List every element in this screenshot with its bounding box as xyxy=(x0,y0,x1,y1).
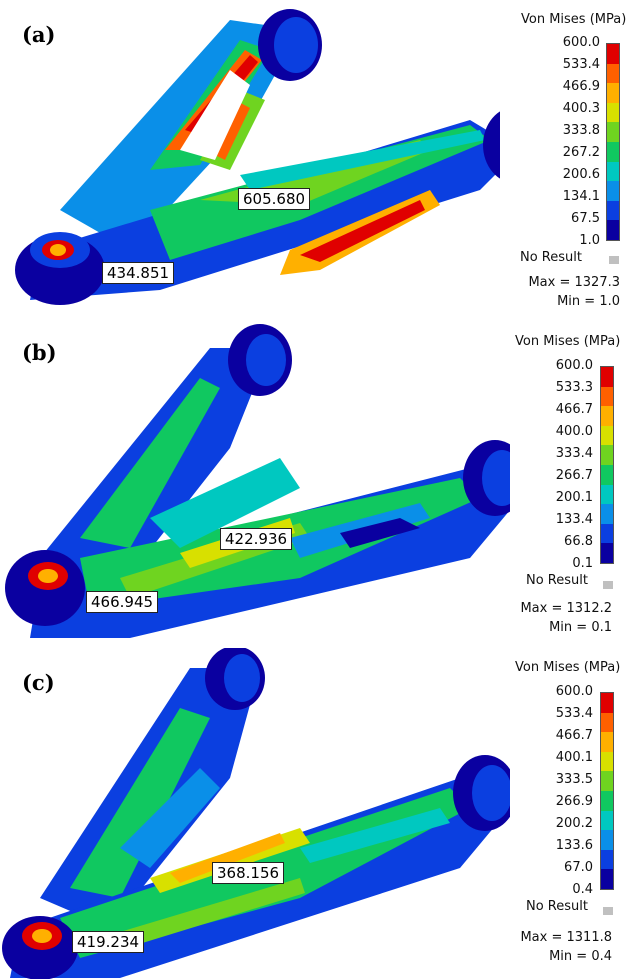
legend-tick: 533.4 xyxy=(555,706,593,721)
panel-a: (a) 605.680 434.851 Von Mises (MPa) 600.… xyxy=(0,0,635,318)
legend-tick: 0.4 xyxy=(572,882,593,897)
legend-tick: 600.0 xyxy=(555,358,593,373)
color-scale-bar xyxy=(600,692,614,890)
color-band xyxy=(601,732,613,752)
min-value: Min = 0.4 xyxy=(549,949,612,964)
no-result-label: No Result xyxy=(526,573,588,588)
color-band xyxy=(607,141,619,162)
legend-tick: 66.8 xyxy=(564,534,593,549)
color-band xyxy=(601,367,613,387)
control-arm-model-b xyxy=(5,324,510,638)
panel-c: (c) 368.156 419.234 Von Mises (MPa) 600.… xyxy=(0,648,635,979)
color-band xyxy=(601,386,613,407)
no-result-swatch xyxy=(603,581,613,589)
no-result-label: No Result xyxy=(526,899,588,914)
min-value: Min = 0.1 xyxy=(549,620,612,635)
color-band xyxy=(607,200,619,221)
legend-tick: 333.4 xyxy=(555,446,593,461)
no-result-swatch xyxy=(609,256,619,264)
stress-callout: 605.680 xyxy=(238,188,311,210)
control-arm-model-c xyxy=(2,648,510,979)
legend-tick: 133.6 xyxy=(555,838,593,853)
color-band xyxy=(601,484,613,505)
color-band xyxy=(601,830,613,850)
color-band xyxy=(607,220,619,240)
legend-tick: 466.7 xyxy=(555,728,593,743)
legend-tick: 0.1 xyxy=(572,556,593,571)
color-band xyxy=(601,425,613,446)
color-band xyxy=(601,445,613,465)
panel-label-c: (c) xyxy=(22,670,55,695)
panel-label-b: (b) xyxy=(22,340,57,365)
max-value: Max = 1312.2 xyxy=(520,601,612,616)
max-value: Max = 1311.8 xyxy=(520,930,612,945)
no-result-swatch xyxy=(603,907,613,915)
color-band xyxy=(601,869,613,889)
legend-tick: 533.4 xyxy=(562,57,600,72)
legend-tick: 600.0 xyxy=(562,35,600,50)
color-band xyxy=(601,504,613,524)
panel-b: (b) 422.936 466.945 Von Mises (MPa) 600.… xyxy=(0,318,635,648)
stress-callout: 368.156 xyxy=(212,862,285,884)
color-band xyxy=(607,63,619,84)
legend-tick: 67.5 xyxy=(571,211,600,226)
color-band xyxy=(601,751,613,772)
no-result-label: No Result xyxy=(520,250,582,265)
color-band xyxy=(607,44,619,64)
stress-callout: 466.945 xyxy=(86,591,159,613)
color-band xyxy=(601,790,613,811)
legend-tick: 600.0 xyxy=(555,684,593,699)
legend-title: Von Mises (MPa) xyxy=(521,12,627,27)
color-band xyxy=(607,83,619,103)
color-band xyxy=(601,771,613,791)
color-band xyxy=(601,712,613,733)
max-value: Max = 1327.3 xyxy=(528,275,620,290)
legend-tick: 400.0 xyxy=(555,424,593,439)
legend-tick: 533.3 xyxy=(555,380,593,395)
legend-tick: 134.1 xyxy=(562,189,600,204)
color-band xyxy=(607,181,619,201)
color-band xyxy=(601,543,613,563)
legend-tick: 400.1 xyxy=(555,750,593,765)
color-band xyxy=(607,161,619,182)
legend-tick: 400.3 xyxy=(562,101,600,116)
color-band xyxy=(607,102,619,123)
panel-label-a: (a) xyxy=(22,22,56,47)
legend-title: Von Mises (MPa) xyxy=(515,334,621,349)
control-arm-model-a xyxy=(15,9,500,305)
legend-tick: 466.9 xyxy=(562,79,600,94)
legend-tick: 466.7 xyxy=(555,402,593,417)
color-band xyxy=(601,464,613,485)
color-band xyxy=(601,523,613,544)
legend-tick: 200.2 xyxy=(555,816,593,831)
stress-callout: 434.851 xyxy=(102,262,175,284)
color-band xyxy=(607,122,619,142)
stress-callout: 422.936 xyxy=(220,528,293,550)
legend-tick: 266.9 xyxy=(555,794,593,809)
stress-callout: 419.234 xyxy=(72,931,145,953)
color-band xyxy=(601,810,613,831)
legend-tick: 333.8 xyxy=(562,123,600,138)
legend-tick: 67.0 xyxy=(564,860,593,875)
legend-tick: 200.1 xyxy=(555,490,593,505)
legend-title: Von Mises (MPa) xyxy=(515,660,621,675)
legend-tick: 267.2 xyxy=(562,145,600,160)
color-band xyxy=(601,693,613,713)
min-value: Min = 1.0 xyxy=(557,294,620,309)
color-scale-bar xyxy=(606,43,620,241)
legend-tick: 333.5 xyxy=(555,772,593,787)
color-band xyxy=(601,406,613,426)
color-scale-bar xyxy=(600,366,614,564)
legend-tick: 266.7 xyxy=(555,468,593,483)
legend-tick: 1.0 xyxy=(579,233,600,248)
color-band xyxy=(601,849,613,870)
legend-tick: 133.4 xyxy=(555,512,593,527)
legend-tick: 200.6 xyxy=(562,167,600,182)
